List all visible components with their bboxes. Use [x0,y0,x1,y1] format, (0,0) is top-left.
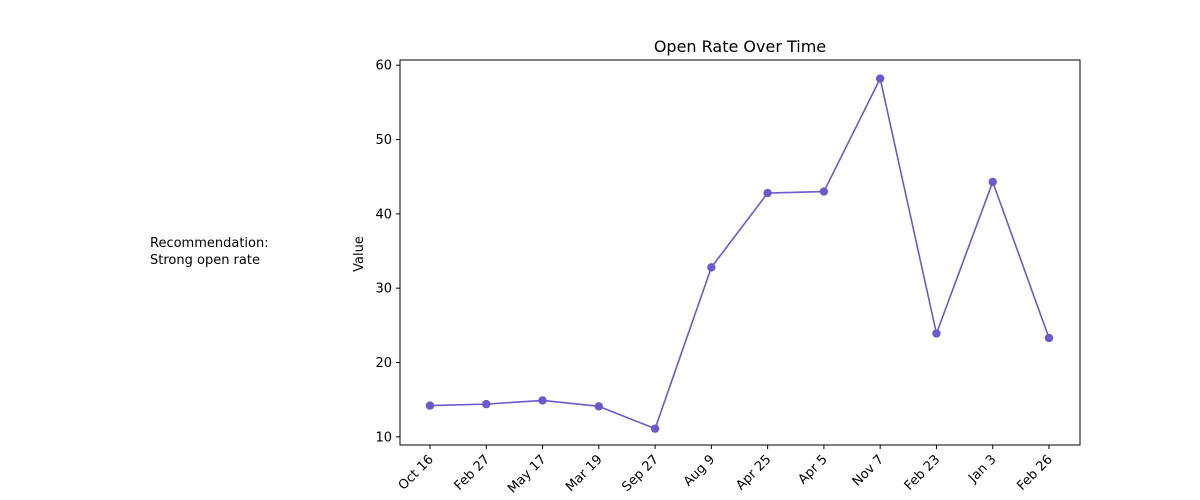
data-point [482,399,491,409]
x-tick-label: Sep 27 [619,452,662,495]
y-tick-label: 60 [375,59,392,74]
data-point [707,263,716,272]
recommendation-note: Recommendation: Strong open rate [150,235,269,269]
series-line [429,77,1050,430]
chart-title: Open Rate Over Time [654,37,826,56]
x-tick-label: Apr 5 [795,452,830,487]
y-tick-label: 50 [375,133,392,148]
x-tick-label: Feb 27 [452,452,494,494]
x-tick-label: Aug 9 [681,452,718,489]
series-open-rate [425,74,1054,433]
data-point [538,396,547,405]
data-point [988,177,997,187]
x-axis: Oct 16 Feb 27 May 17 Mar 19 Sep 27 Aug 9 Apr 2… [396,445,1056,496]
x-tick-label: Feb 23 [902,452,944,494]
x-tick-label: May 17 [505,452,549,496]
x-tick-label: Mar 19 [563,452,606,495]
y-axis: 10 20 30 40 50 60 [375,59,400,445]
x-tick-label: Apr 25 [733,452,774,493]
x-tick-label: Nov 7 [850,452,887,489]
data-point [1044,333,1054,343]
y-axis-label: Value [352,236,367,272]
y-tick-label: 20 [375,356,392,371]
data-point [594,402,604,411]
data-point [425,401,435,410]
y-tick-label: 10 [375,430,392,445]
y-tick-label: 30 [375,282,392,297]
recommendation-heading: Recommendation: [150,236,269,251]
data-point [932,329,941,338]
data-point [763,188,772,198]
x-tick-label: Feb 26 [1014,452,1056,494]
data-point [875,74,885,83]
x-tick-label: Oct 16 [396,452,437,493]
x-tick-label: Jan 3 [965,452,999,486]
plot-area-frame [399,59,1081,446]
data-point [819,187,829,196]
recommendation-text: Strong open rate [150,253,260,268]
y-tick-label: 40 [375,207,392,222]
data-point [650,424,660,433]
